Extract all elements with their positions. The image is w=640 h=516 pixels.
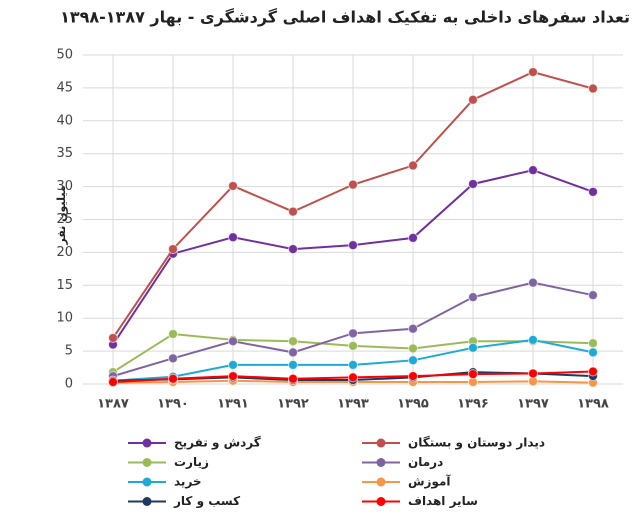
- data-point: [588, 347, 598, 358]
- x-tick-label: ۱۳۹۶: [457, 397, 489, 412]
- data-point: [348, 372, 358, 383]
- y-tick-label: 20: [56, 245, 73, 260]
- data-point: [408, 355, 418, 366]
- data-point: [468, 292, 478, 303]
- data-point: [348, 359, 358, 370]
- data-point: [528, 165, 538, 176]
- data-point: [108, 332, 118, 343]
- x-tick-label: ۱۳۹۱: [217, 397, 249, 412]
- data-point: [288, 244, 298, 255]
- data-point: [468, 369, 478, 380]
- data-point: [168, 328, 178, 339]
- data-point: [228, 180, 238, 191]
- data-point: [228, 336, 238, 347]
- data-point: [228, 232, 238, 243]
- x-tick-label: ۱۳۹۰: [157, 397, 189, 412]
- data-point: [348, 240, 358, 251]
- x-tick-label: ۱۳۹۷: [517, 397, 549, 412]
- legend-marker: [376, 497, 386, 506]
- y-tick-label: 30: [56, 179, 73, 194]
- data-point: [108, 377, 118, 388]
- legend-label: زیارت: [174, 455, 209, 469]
- data-point: [468, 94, 478, 105]
- legend-label: خرید: [174, 475, 202, 489]
- data-point: [588, 338, 598, 349]
- data-point: [588, 290, 598, 301]
- data-point: [528, 334, 538, 345]
- legend-marker: [142, 458, 152, 467]
- x-tick-label: ۱۳۹۵: [397, 397, 429, 412]
- legend-label: آموزش: [408, 474, 451, 490]
- data-point: [168, 244, 178, 255]
- data-point: [408, 323, 418, 334]
- data-point: [288, 336, 298, 347]
- x-tick-label: ۱۳۸۷: [97, 397, 129, 412]
- data-point: [408, 232, 418, 243]
- data-point: [528, 67, 538, 78]
- y-axis-label: میلیون نفر: [55, 185, 68, 245]
- data-point: [348, 179, 358, 190]
- legend-label: دیدار دوستان و بستگان: [408, 436, 545, 451]
- data-point: [288, 347, 298, 358]
- legend-marker: [376, 477, 386, 487]
- data-point: [588, 186, 598, 197]
- data-point: [528, 368, 538, 379]
- data-point: [348, 328, 358, 339]
- data-point: [468, 178, 478, 189]
- data-point: [408, 343, 418, 354]
- data-point: [528, 277, 538, 288]
- legend-label: سایر اهداف: [408, 494, 478, 508]
- x-tick-label: ۱۳۹۳: [337, 397, 369, 412]
- y-tick-label: 40: [56, 113, 73, 128]
- legend-marker: [142, 477, 152, 487]
- y-tick-label: 35: [56, 146, 73, 161]
- data-point: [288, 206, 298, 217]
- data-point: [588, 83, 598, 94]
- data-point: [348, 340, 358, 351]
- y-tick-label: 5: [65, 344, 73, 359]
- y-tick-label: 45: [56, 80, 73, 95]
- data-point: [408, 371, 418, 382]
- y-tick-label: 25: [56, 212, 73, 227]
- data-point: [468, 342, 478, 353]
- y-tick-label: 15: [56, 278, 73, 293]
- legend-label: درمان: [408, 455, 443, 469]
- data-point: [228, 359, 238, 370]
- y-tick-label: 0: [65, 377, 73, 392]
- legend-marker: [142, 497, 152, 506]
- data-point: [168, 373, 178, 384]
- legend-marker: [376, 438, 386, 448]
- x-tick-label: ۱۳۹۸: [577, 397, 609, 412]
- data-point: [168, 353, 178, 364]
- legend-label: گردش و تفریح: [174, 436, 261, 451]
- legend-marker: [376, 458, 386, 467]
- data-point: [408, 160, 418, 171]
- data-point: [288, 359, 298, 370]
- data-point: [288, 373, 298, 384]
- y-tick-label: 10: [56, 311, 73, 326]
- legend-marker: [142, 438, 152, 448]
- chart-title: تعداد سفرهای داخلی به تفکیک اهداف اصلی گ…: [60, 8, 630, 27]
- y-tick-label: 50: [56, 48, 73, 63]
- x-tick-label: ۱۳۹۲: [277, 397, 309, 412]
- legend-label: کسب و کار: [173, 494, 240, 509]
- data-point: [228, 371, 238, 382]
- data-point: [588, 366, 598, 377]
